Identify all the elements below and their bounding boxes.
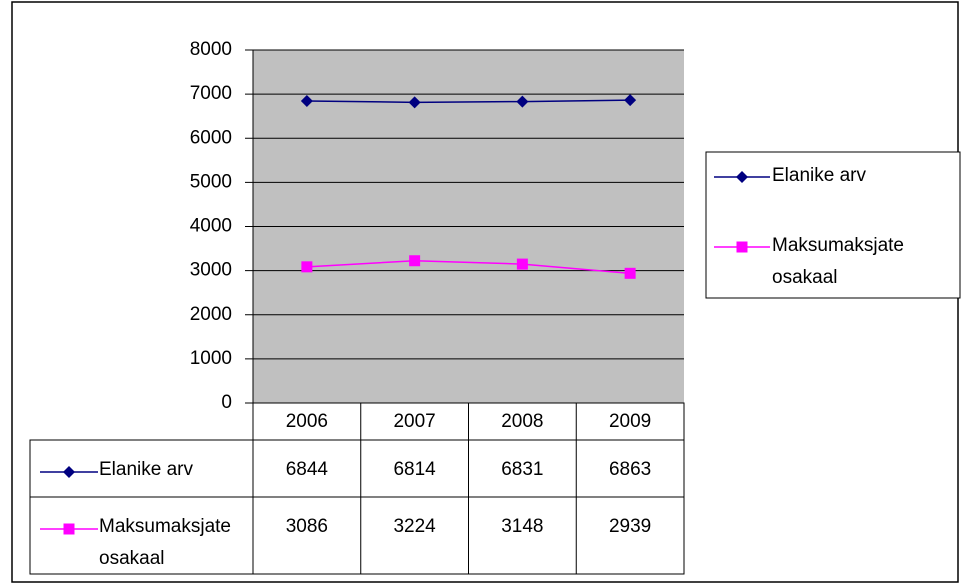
table-value: 6844	[286, 459, 329, 480]
table-value: 6863	[609, 459, 651, 480]
table-value: 6814	[393, 459, 436, 480]
legend-marker	[736, 171, 748, 183]
y-tick-label: 4000	[190, 216, 232, 237]
y-tick-label: 7000	[190, 83, 232, 104]
x-tick-label: 2008	[501, 411, 543, 432]
legend-label: Elanike arv	[772, 165, 866, 186]
series-line	[306, 99, 631, 104]
y-tick-label: 2000	[190, 304, 232, 325]
table-value: 2939	[609, 516, 651, 537]
table-legend-marker	[63, 466, 75, 478]
x-tick-label: 2006	[286, 411, 328, 432]
y-tick-label: 0	[221, 392, 232, 413]
legend-marker	[736, 241, 748, 253]
y-tick-label: 3000	[190, 260, 232, 281]
legend-label: Maksumaksjate osakaal	[772, 235, 904, 288]
table-value: 3086	[286, 516, 328, 537]
table-row-label-box: Elanike arv	[99, 459, 193, 480]
data-point	[516, 258, 528, 270]
legend-label-box: Elanike arv	[772, 165, 866, 186]
table-value: 3148	[501, 516, 543, 537]
data-point	[408, 96, 421, 109]
data-point	[624, 267, 636, 279]
data-point	[300, 95, 313, 108]
data-point	[624, 94, 637, 107]
legend-label-box: Maksumaksjate osakaal	[772, 235, 904, 288]
y-tick-label: 6000	[190, 127, 232, 148]
series-line	[306, 259, 631, 275]
x-tick-label: 2009	[609, 411, 651, 432]
table-value: 3224	[393, 516, 436, 537]
table-row-label-box: Maksumaksjate osakaal	[99, 516, 231, 569]
y-tick-label: 1000	[190, 348, 232, 369]
table-legend-marker	[63, 523, 75, 535]
data-point	[516, 95, 529, 108]
table-value: 6831	[501, 459, 543, 480]
y-tick-label: 5000	[190, 171, 232, 192]
data-point	[301, 261, 313, 273]
data-point	[409, 255, 421, 267]
table-row-label: Elanike arv	[99, 459, 193, 480]
x-tick-label: 2007	[393, 411, 435, 432]
table-row-label: Maksumaksjate osakaal	[99, 516, 231, 569]
y-tick-label: 8000	[190, 39, 232, 60]
